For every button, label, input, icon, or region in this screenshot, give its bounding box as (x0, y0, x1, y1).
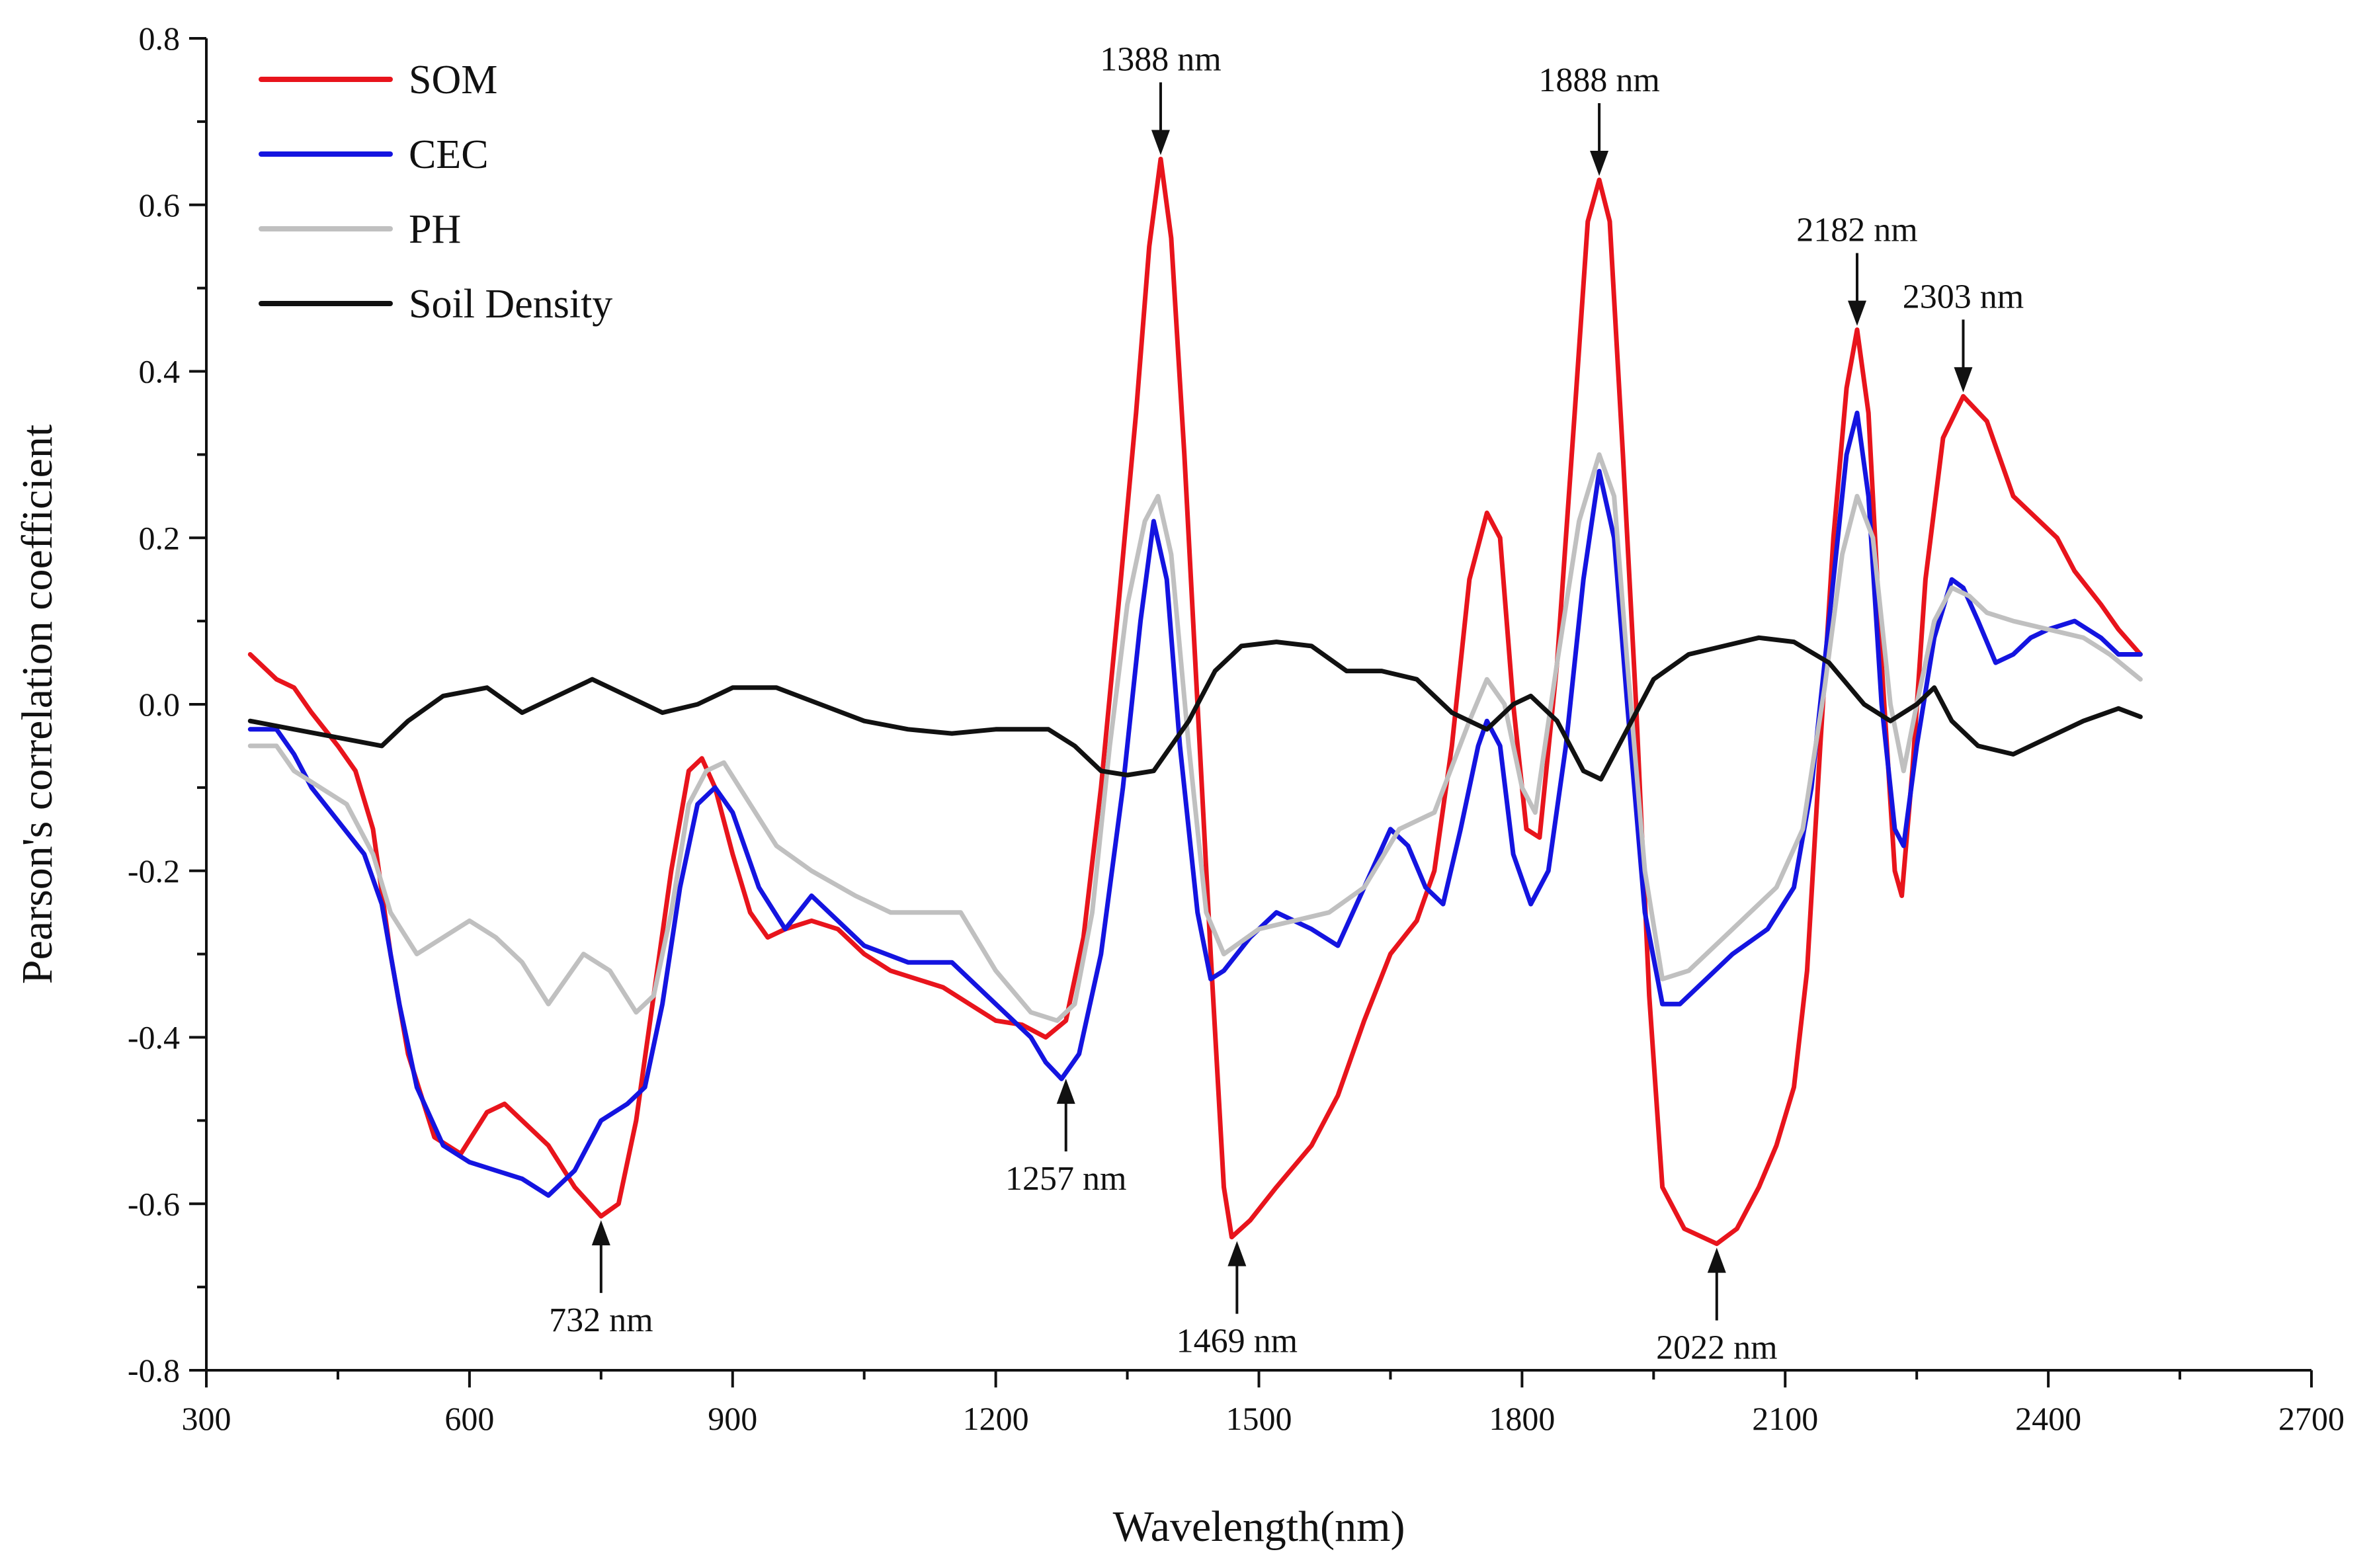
annotation-1388-nm: 1388 nm (1100, 41, 1222, 155)
x-tick-label-1: 600 (444, 1400, 494, 1437)
annotation-1888-nm-label: 1888 nm (1538, 62, 1659, 99)
x-axis-title: Wavelength(nm) (1113, 1503, 1405, 1551)
annotation-1469-nm-arrow-head (1227, 1241, 1247, 1266)
annotation-2022-nm-arrow-head (1707, 1247, 1726, 1273)
legend-label-som: SOM (409, 58, 497, 103)
annotation-1257-nm: 1257 nm (1005, 1079, 1126, 1198)
y-axis-title: Pearson's correlation coefficient (13, 425, 62, 984)
annotation-2303-nm-label: 2303 nm (1903, 278, 2024, 315)
annotation-1888-nm: 1888 nm (1538, 62, 1660, 176)
annotation-1388-nm-label: 1388 nm (1100, 41, 1221, 79)
annotation-1257-nm-arrow-head (1056, 1079, 1075, 1104)
annotation-1469-nm-label: 1469 nm (1177, 1323, 1298, 1360)
legend: SOM CEC PH Soil Density (259, 58, 612, 327)
y-tick-label-5: 0.2 (139, 519, 181, 556)
y-tick-label-2: -0.4 (128, 1019, 180, 1056)
annotations: 1388 nm 1888 nm 2182 nm 2303 nm 732 nm 1257 n… (549, 41, 2024, 1367)
series-line-cec (247, 410, 2143, 1198)
y-tick-label-4: 0.0 (139, 686, 181, 723)
annotation-2022-nm-label: 2022 nm (1656, 1329, 1777, 1367)
y-axis-ticks: -0.8 -0.6 -0.4 -0.2 0.0 0.2 0.4 0.6 0.8 (128, 20, 206, 1389)
annotation-2182-nm: 2182 nm (1796, 212, 1918, 326)
axes: 300 600 900 1200 1500 1800 2100 2400 2700 -0.8-0… (128, 20, 2345, 1437)
y-tick-label-3: -0.2 (128, 852, 180, 889)
x-tick-label-3: 1200 (963, 1400, 1029, 1437)
x-axis-ticks: 300 600 900 1200 1500 1800 2100 2400 2700 (182, 1370, 2345, 1437)
x-tick-label-8: 2700 (2278, 1400, 2345, 1437)
annotation-732-nm-label: 732 nm (549, 1301, 653, 1339)
y-tick-label-0: -0.8 (128, 1352, 180, 1389)
annotation-1888-nm-arrow-head (1590, 150, 1609, 176)
x-tick-label-2: 900 (708, 1400, 757, 1437)
x-tick-label-5: 1800 (1489, 1400, 1555, 1437)
x-tick-label-6: 2100 (1752, 1400, 1818, 1437)
series-line-soil-density (247, 635, 2143, 782)
legend-label-cec: CEC (409, 132, 489, 177)
annotation-2182-nm-arrow-head (1848, 300, 1867, 326)
legend-label-ph: PH (409, 207, 461, 252)
annotation-1388-nm-arrow-head (1151, 130, 1170, 155)
annotation-1469-nm: 1469 nm (1177, 1241, 1298, 1360)
x-tick-label-0: 300 (182, 1400, 231, 1437)
legend-label-soil-density: Soil Density (409, 282, 612, 327)
y-tick-label-8: 0.8 (139, 20, 181, 57)
annotation-2303-nm-arrow-head (1954, 367, 1973, 393)
annotation-732-nm: 732 nm (549, 1220, 653, 1339)
x-tick-label-4: 1500 (1226, 1400, 1292, 1437)
annotation-2303-nm: 2303 nm (1903, 278, 2024, 393)
y-tick-label-6: 0.4 (139, 353, 181, 390)
y-tick-label-1: -0.6 (128, 1185, 180, 1222)
x-tick-label-7: 2400 (2015, 1400, 2081, 1437)
annotation-2022-nm: 2022 nm (1656, 1247, 1778, 1367)
series-line-ph (247, 452, 2143, 1023)
series-line-som (247, 157, 2143, 1247)
plot-content (247, 157, 2143, 1247)
annotation-1257-nm-label: 1257 nm (1005, 1160, 1126, 1198)
y-tick-label-7: 0.6 (139, 186, 181, 224)
annotation-2182-nm-label: 2182 nm (1796, 212, 1917, 249)
annotation-732-nm-arrow-head (591, 1220, 610, 1246)
